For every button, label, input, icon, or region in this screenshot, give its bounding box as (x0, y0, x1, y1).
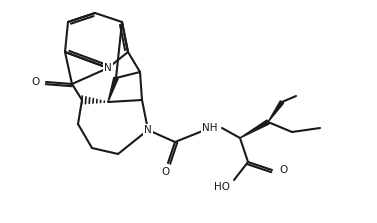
Text: HO: HO (214, 182, 230, 192)
Polygon shape (108, 77, 118, 102)
Text: N: N (144, 125, 152, 135)
Text: O: O (32, 77, 40, 87)
Text: O: O (162, 167, 170, 177)
Polygon shape (240, 120, 269, 138)
Text: O: O (279, 165, 287, 175)
Polygon shape (268, 101, 284, 122)
Text: NH: NH (202, 123, 218, 133)
Text: N: N (104, 63, 112, 73)
